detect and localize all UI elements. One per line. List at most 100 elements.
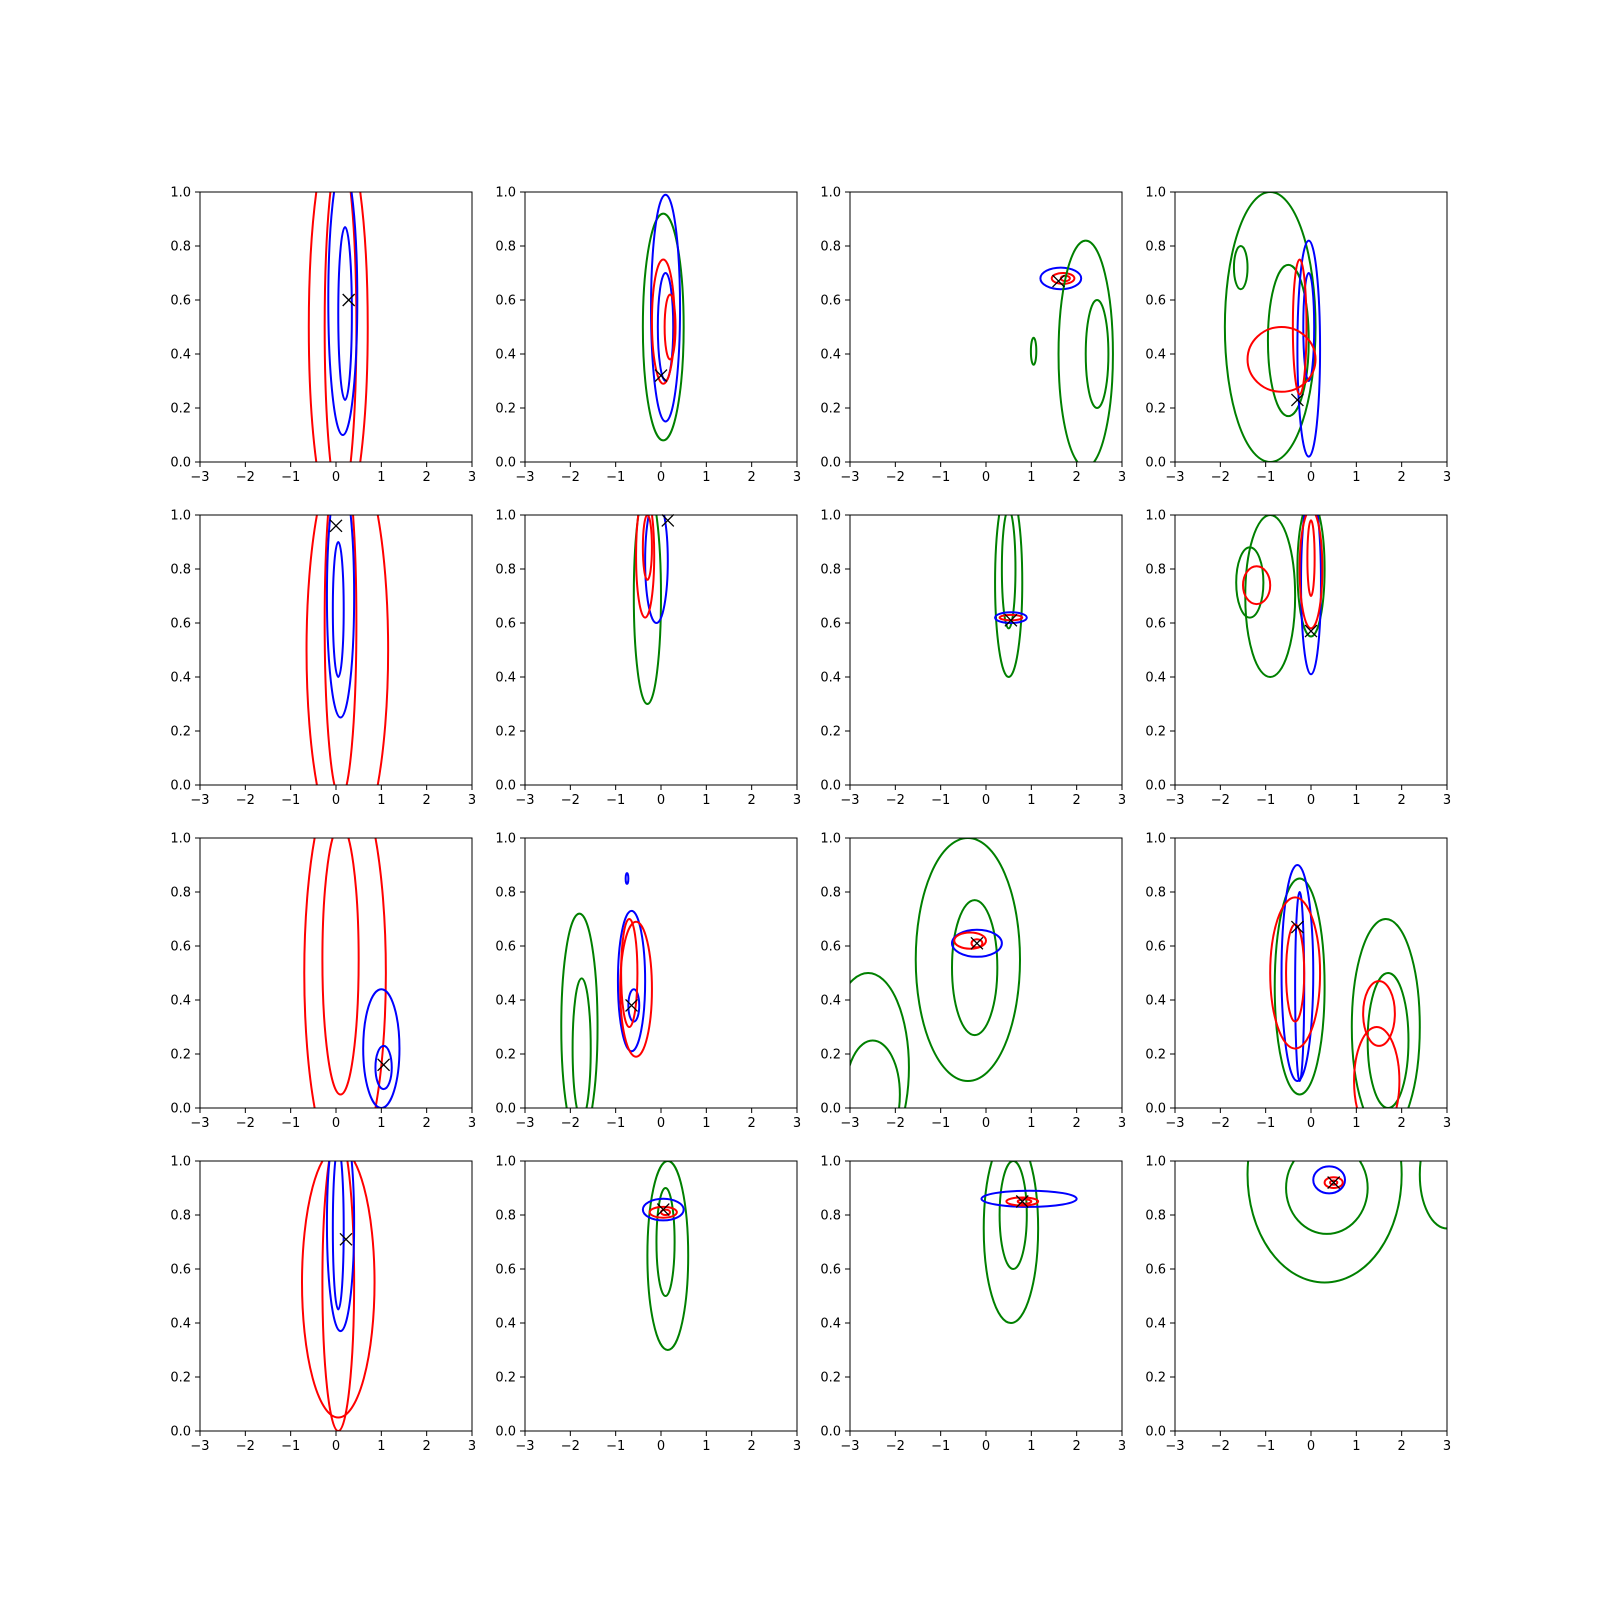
- subplot-2-4: −3 −2 −1 0 1 2 3 0.0 0.2 0.4 0.6 0.8 1.0: [1145, 509, 1451, 809]
- contour-blue: [616, 909, 647, 1053]
- subplot-4-2: −3 −2 −1 0 1 2 3 0.0 0.2 0.4 0.6 0.8 1.0: [495, 1155, 801, 1455]
- x-tick-label: −1: [606, 1439, 625, 1454]
- x-tick-label: 0: [332, 793, 340, 808]
- y-tick-label: 0.2: [1145, 725, 1166, 740]
- x-tick-label: 1: [1027, 793, 1035, 808]
- contour-layer: [641, 1161, 690, 1351]
- contour-layer: [305, 515, 390, 785]
- y-tick-label: 0.6: [170, 294, 191, 309]
- x-marker-stroke: [970, 936, 984, 950]
- y-tick-label: 0.2: [1145, 1048, 1166, 1063]
- x-tick-label: 0: [657, 1116, 665, 1131]
- x-tick-label: 1: [377, 1116, 385, 1131]
- contour-red: [1306, 519, 1316, 598]
- contour-blue: [1280, 864, 1315, 1082]
- contour-layer: [994, 515, 1028, 678]
- x-marker: [1052, 274, 1065, 288]
- x-tick-label: 3: [1443, 470, 1451, 485]
- x-tick-label: 0: [1307, 793, 1315, 808]
- x-tick-label: 0: [982, 793, 990, 808]
- axes-frame: [524, 837, 798, 1109]
- x-tick-label: 0: [1307, 1439, 1315, 1454]
- contour-blue: [362, 988, 401, 1108]
- y-tick-label: 0.8: [820, 1209, 841, 1224]
- y-tick-label: 0.6: [170, 617, 191, 632]
- contour-red: [1329, 1179, 1339, 1186]
- contour-layer: [1235, 515, 1326, 678]
- contour-layer: [1223, 192, 1322, 462]
- x-tick-label: −3: [190, 793, 209, 808]
- x-tick-label: −1: [1256, 793, 1275, 808]
- y-tick-label: 0.8: [1145, 240, 1166, 255]
- contour-green: [571, 977, 592, 1108]
- contour-green: [1000, 515, 1017, 630]
- axes-frame: [524, 1160, 798, 1432]
- y-tick-label: 0.0: [820, 779, 841, 794]
- x-tick-label: −3: [515, 1116, 534, 1131]
- contour-green: [641, 212, 685, 442]
- y-tick-label: 0.4: [495, 1317, 516, 1332]
- x-tick-label: −2: [886, 1439, 905, 1454]
- contour-green: [850, 1039, 901, 1108]
- x-marker-stroke: [329, 519, 343, 533]
- axes-frame: [1174, 1160, 1448, 1432]
- contour-blue: [327, 192, 359, 436]
- y-tick-label: 0.6: [820, 1263, 841, 1278]
- contour-blue: [951, 928, 1003, 958]
- x-tick-label: 1: [1027, 470, 1035, 485]
- x-tick-label: 1: [1352, 793, 1360, 808]
- contour-layer: [560, 872, 653, 1108]
- y-tick-label: 0.4: [820, 994, 841, 1009]
- contour-layer: [1269, 864, 1421, 1108]
- contour-red: [321, 838, 360, 1096]
- y-tick-label: 0.0: [1145, 456, 1166, 471]
- y-tick-label: 0.8: [820, 563, 841, 578]
- y-tick-label: 0.2: [820, 1048, 841, 1063]
- y-tick-label: 0.6: [1145, 1263, 1166, 1278]
- y-tick-label: 0.4: [170, 348, 191, 363]
- x-marker-stroke: [625, 998, 638, 1012]
- y-tick-label: 1.0: [1145, 832, 1166, 847]
- x-tick-label: 2: [1398, 1116, 1406, 1131]
- contour-red: [1362, 980, 1396, 1047]
- x-tick-label: −2: [1211, 793, 1230, 808]
- x-tick-label: −2: [561, 793, 580, 808]
- y-tick-label: 0.4: [820, 1317, 841, 1332]
- y-tick-label: 1.0: [170, 1155, 191, 1170]
- x-tick-label: 3: [1118, 1116, 1126, 1131]
- y-tick-label: 0.8: [1145, 563, 1166, 578]
- contour-green: [632, 515, 662, 705]
- y-tick-label: 0.8: [170, 1209, 191, 1224]
- x-tick-label: −3: [840, 470, 859, 485]
- y-tick-label: 0.8: [495, 240, 516, 255]
- x-tick-label: −1: [281, 470, 300, 485]
- y-tick-label: 0.0: [820, 1425, 841, 1440]
- y-tick-label: 0.2: [170, 1371, 191, 1386]
- x-tick-label: −2: [236, 1116, 255, 1131]
- contour-green: [998, 1161, 1028, 1270]
- y-tick-label: 1.0: [1145, 186, 1166, 201]
- x-tick-label: 1: [377, 793, 385, 808]
- x-tick-label: −1: [1256, 1116, 1275, 1131]
- x-tick-label: −1: [1256, 470, 1275, 485]
- x-tick-label: 1: [1352, 1116, 1360, 1131]
- contour-green: [655, 1187, 676, 1297]
- x-marker-stroke: [1290, 393, 1304, 407]
- contour-green: [1084, 299, 1110, 409]
- contour-green: [1350, 918, 1421, 1108]
- x-tick-label: 3: [793, 793, 801, 808]
- contour-blue: [1294, 891, 1306, 1082]
- contour-layer: [1029, 239, 1114, 462]
- x-tick-label: 3: [793, 470, 801, 485]
- subplot-2-3: −3 −2 −1 0 1 2 3 0.0 0.2 0.4 0.6 0.8 1.0: [820, 509, 1126, 809]
- axes-frame: [1174, 191, 1448, 463]
- contour-red: [619, 920, 653, 1058]
- y-tick-label: 0.4: [1145, 671, 1166, 686]
- contour-blue: [337, 226, 353, 401]
- x-tick-label: −3: [840, 793, 859, 808]
- y-tick-label: 0.0: [170, 1425, 191, 1440]
- x-marker-stroke: [654, 369, 668, 383]
- x-tick-label: 2: [748, 1439, 756, 1454]
- x-tick-label: 2: [1398, 793, 1406, 808]
